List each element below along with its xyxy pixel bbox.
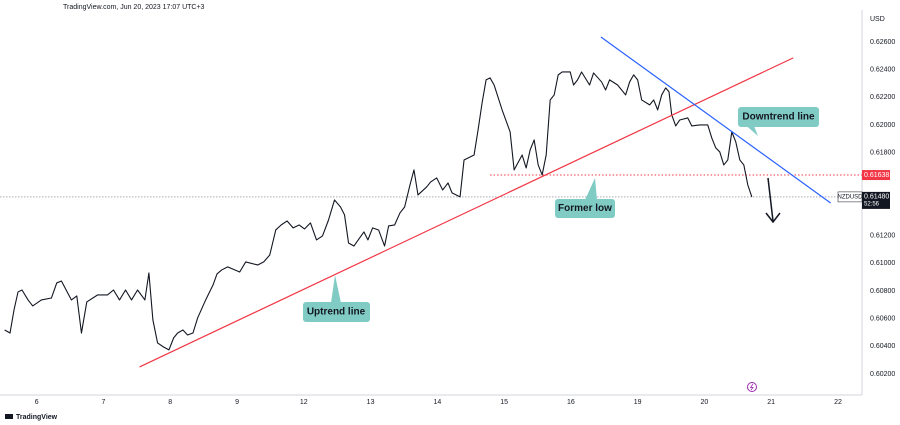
callout-text: Former low xyxy=(558,203,612,214)
x-tick-label: 9 xyxy=(235,399,239,406)
footer: TradingView xyxy=(16,414,58,421)
y-tick-label: 0.60400 xyxy=(870,343,895,350)
x-tick-label: 13 xyxy=(367,399,375,406)
last-price-label: 0.61480 xyxy=(864,194,889,201)
trend-line xyxy=(600,36,831,204)
direction-arrow xyxy=(765,177,781,224)
callout-box xyxy=(555,199,615,218)
event-icon xyxy=(747,382,757,392)
x-tick-label: 19 xyxy=(634,399,642,406)
tv-logo xyxy=(5,414,13,419)
symbol-tag: NZDUSD xyxy=(838,194,864,200)
y-tick-label: 0.62200 xyxy=(870,94,895,101)
trend-line xyxy=(139,57,794,368)
callout-text: Uptrend line xyxy=(307,307,366,318)
x-tick-label: 6 xyxy=(35,399,39,406)
y-tick-label: 0.62600 xyxy=(870,39,895,46)
callout-box xyxy=(303,302,370,322)
x-tick-label: 21 xyxy=(767,399,775,406)
countdown: 52:56 xyxy=(864,201,880,207)
level-label-box xyxy=(862,170,890,181)
x-tick-label: 14 xyxy=(433,399,441,406)
y-tick-label: 0.62000 xyxy=(870,122,895,129)
level-label: 0.61638 xyxy=(864,172,889,179)
y-tick-label: 0.61800 xyxy=(870,149,895,156)
callout-box xyxy=(738,107,819,127)
x-tick-label: 12 xyxy=(300,399,308,406)
callout-pointer xyxy=(585,178,597,200)
y-tick-label: 0.62400 xyxy=(870,66,895,73)
x-tick-label: 16 xyxy=(567,399,575,406)
y-tick-label: 0.60200 xyxy=(870,371,895,378)
last-price-box xyxy=(862,191,890,209)
x-tick-label: 20 xyxy=(701,399,709,406)
x-tick-label: 8 xyxy=(168,399,172,406)
callout-pointer xyxy=(331,275,341,303)
y-tick-label: 0.60800 xyxy=(870,288,895,295)
y-tick-label: 0.60600 xyxy=(870,315,895,322)
y-tick-label: 0.61000 xyxy=(870,260,895,267)
x-tick-label: 15 xyxy=(500,399,508,406)
y-tick-label: 0.61200 xyxy=(870,232,895,239)
plot xyxy=(0,36,862,368)
currency: USD xyxy=(870,16,885,23)
x-tick-label: 7 xyxy=(102,399,106,406)
header: TradingView.com, Jun 20, 2023 17:07 UTC+… xyxy=(63,4,205,11)
price-line xyxy=(4,71,753,351)
callout-text: Downtrend line xyxy=(742,112,815,123)
x-tick-label: 22 xyxy=(834,399,842,406)
